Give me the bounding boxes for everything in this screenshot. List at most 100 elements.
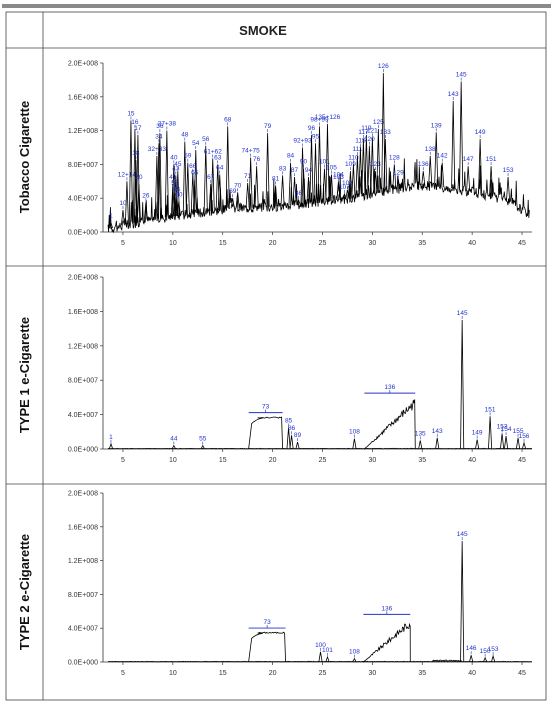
p2-y-tick-label: 1.2E+008 (68, 558, 98, 565)
p0-peak-120 (367, 145, 372, 195)
p1-peak-89 (295, 442, 300, 449)
p0-peak-108 (345, 189, 350, 199)
chromatogram-tobacco: 0.0E+000 4.0E+007 8.0E+007 1.2E+008 1.6E+008… (68, 61, 532, 247)
p0-peak-label: 96 (308, 125, 316, 132)
p0-peak-151 (489, 166, 494, 197)
p0-peak-label: 16 (131, 119, 139, 126)
p2-y-tick-label: 2.0E+008 (68, 491, 98, 498)
p0-peak-26 (143, 202, 148, 221)
p0-peak-label: 59 (184, 153, 192, 160)
p0-peak-64 (217, 174, 222, 211)
p1-segment-label: 136 (384, 384, 395, 391)
p0-peak-109 (348, 171, 353, 199)
p2-x-tick-label: 30 (368, 670, 376, 677)
p0-peak-label: 136 (418, 161, 429, 168)
p2-minor-trace (432, 659, 462, 662)
p0-peak-136 (421, 171, 426, 186)
p0-peak-label: 128 (389, 154, 400, 161)
p0-peak-label: 66 (189, 163, 197, 170)
p2-segment-label: 136 (381, 605, 392, 612)
p0-peak-label: 43 (172, 165, 180, 172)
row-label-tobacco-text: Tobacco Cigarette (17, 101, 32, 213)
p0-peak-label: 121 (367, 127, 378, 134)
p1-y-tick-label: 4.0E+007 (68, 412, 98, 419)
p1-y-tick-label: 1.2E+008 (68, 343, 98, 350)
p1-x-tick-label: 40 (468, 457, 476, 464)
p0-peak-81 (273, 185, 278, 207)
p0-peak-95 (313, 143, 318, 203)
p0-peak-59 (185, 162, 190, 215)
p2-segment-label: 73 (264, 619, 272, 626)
p0-peak-86 (296, 198, 301, 205)
p0-peak-label: 138 (425, 146, 436, 153)
p0-peak-label: 125 (373, 119, 384, 126)
p0-peak-71 (245, 182, 250, 208)
p0-peak-label: 15 (127, 110, 135, 117)
p1-peak-label: 155 (513, 428, 524, 435)
p1-peak-149 (475, 439, 480, 449)
p0-peak-111 (355, 155, 360, 198)
p0-peak-label: 1 (109, 213, 113, 220)
row-label-type2-text: TYPE 2 e-Cigarette (17, 534, 32, 650)
p0-peak-label: 104 (333, 171, 344, 178)
p1-peak-label: 44 (170, 436, 178, 443)
p1-peak-label: 145 (457, 310, 468, 317)
p0-peak-label: 120 (364, 136, 375, 143)
p0-peak-87 (292, 177, 297, 205)
p1-segment-trace-136 (363, 399, 416, 450)
p0-x-tick-label: 10 (169, 240, 177, 247)
p2-segment-trace-136 (362, 622, 411, 663)
p0-peak-92+93 (300, 147, 305, 205)
row-label-tobacco: Tobacco Cigarette (17, 101, 32, 213)
p0-x-tick-label: 40 (468, 240, 476, 247)
p1-y-tick-label: 8.0E+007 (68, 378, 98, 385)
row-label-type2: TYPE 2 e-Cigarette (17, 534, 32, 650)
p0-peak-label: 153 (503, 167, 514, 174)
p0-y-tick-label: 4.0E+007 (68, 196, 98, 203)
p0-peak-label: 64 (216, 165, 224, 172)
p0-peak-142 (440, 162, 445, 188)
p0-peak-37+38 (164, 130, 169, 218)
p0-peak-label: 119 (361, 125, 372, 132)
p0-peak-1 (108, 221, 113, 229)
p0-peak-label: 117 (358, 129, 369, 136)
p0-peak-label: 94 (305, 167, 313, 174)
p1-x-tick-label: 35 (418, 457, 426, 464)
chromatogram-type2: 0.0E+000 4.0E+007 8.0E+007 1.2E+008 1.6E+008… (68, 491, 532, 677)
p1-peak-label: 86 (288, 425, 296, 432)
p0-peak-label: 129 (393, 170, 404, 177)
p2-baseline-trace (107, 660, 532, 663)
p2-peak-label: 145 (457, 531, 468, 538)
p0-peak-149 (478, 139, 483, 194)
p2-x-tick-label: 35 (418, 670, 426, 677)
p0-peak-94 (306, 177, 311, 204)
p0-y-tick-label: 2.0E+008 (68, 61, 98, 68)
p0-peak-label: 149 (475, 129, 486, 136)
top-bar (2, 4, 551, 8)
p2-x-tick-label: 5 (121, 670, 125, 677)
p1-peak-135 (418, 440, 423, 449)
p1-peak-label: 89 (294, 432, 302, 439)
p2-y-tick-label: 1.6E+008 (68, 524, 98, 531)
p0-peak-label: 70 (234, 182, 242, 189)
p0-peak-15 (128, 120, 133, 224)
p2-x-tick-label: 25 (319, 670, 327, 677)
p0-peak-label: 107 (339, 184, 350, 191)
p2-x-tick-label: 10 (169, 670, 177, 677)
p0-peak-label: 41 (169, 174, 177, 181)
p1-peak-label: 55 (199, 436, 207, 443)
p0-y-tick-label: 8.0E+007 (68, 162, 98, 169)
p0-peak-128 (392, 164, 397, 190)
p0-peak-label: 84 (287, 153, 295, 160)
p2-peak-146 (469, 655, 474, 662)
p1-peak-86 (289, 435, 294, 449)
p0-peak-label: 71 (244, 173, 252, 180)
p0-peak-label: 56 (202, 136, 210, 143)
p0-peak-label: 145 (456, 72, 467, 79)
p0-peak-90 (301, 168, 306, 205)
p0-peak-label: 53 (171, 180, 179, 187)
p0-peak-16 (132, 128, 137, 223)
p0-peak-label: 36 (156, 123, 164, 130)
p0-peak-34 (156, 143, 161, 219)
